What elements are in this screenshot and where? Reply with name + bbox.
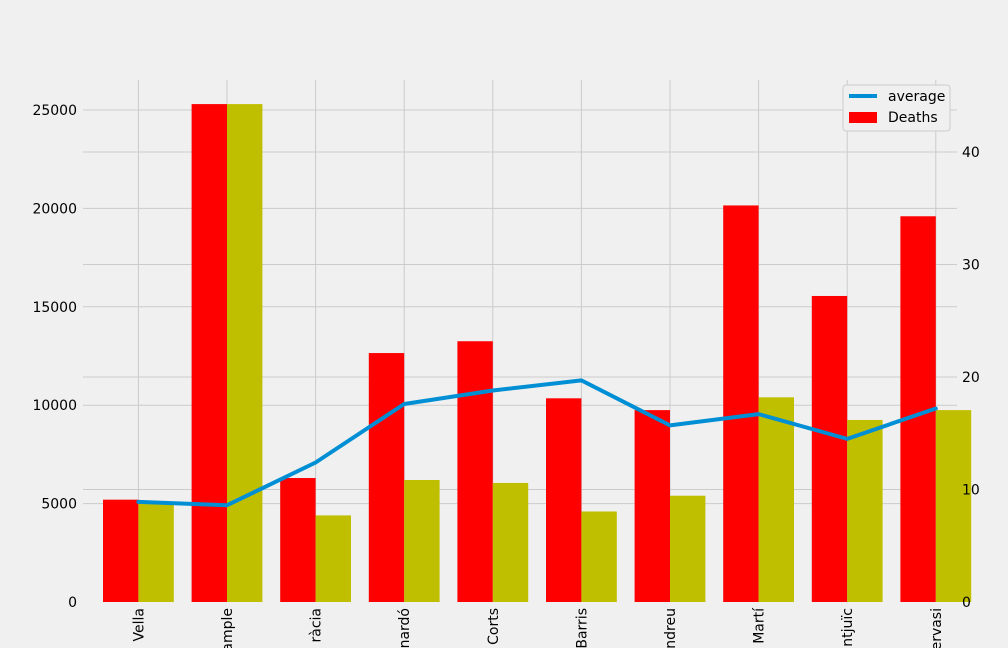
- x-tick-label: ervasi: [929, 608, 945, 648]
- secondary-bar: [138, 503, 174, 602]
- legend-deaths-label: Deaths: [888, 110, 938, 126]
- right-axis: 0 10 20 30 40: [962, 145, 980, 611]
- x-tick-label: ràcia: [309, 608, 325, 643]
- legend-average-label: average: [888, 89, 945, 105]
- deaths-bar: [103, 499, 139, 602]
- average-line: [136, 378, 938, 508]
- x-axis: Vella ample ràcia nardó Corts Barris ndreu Mart…: [131, 607, 944, 648]
- deaths-bar: [191, 104, 227, 602]
- x-tick-label: ntjuïc: [840, 608, 856, 647]
- secondary-bar: [404, 479, 440, 602]
- left-tick-label: 15000: [32, 300, 77, 316]
- deaths-bar: [368, 353, 405, 602]
- left-tick-label: 5000: [41, 497, 77, 513]
- average-line-layer: [136, 378, 938, 508]
- secondary-bar: [758, 397, 794, 602]
- legend-deaths-swatch: [849, 112, 877, 123]
- secondary-bar: [935, 410, 972, 602]
- bars: [103, 104, 972, 602]
- deaths-bar: [723, 205, 759, 602]
- secondary-bar: [227, 104, 263, 602]
- x-tick-label: nardó: [397, 608, 413, 648]
- right-tick-label: 40: [962, 145, 980, 161]
- secondary-bar: [315, 515, 351, 602]
- x-tick-label: Barris: [574, 608, 590, 648]
- legend: average Deaths: [842, 84, 951, 132]
- left-tick-label: 10000: [32, 398, 77, 414]
- x-tick-label: ample: [220, 608, 236, 648]
- left-axis: 0 5000 10000 15000 20000 25000: [32, 103, 77, 611]
- secondary-bar: [492, 482, 529, 602]
- deaths-bar: [811, 295, 848, 602]
- deaths-bar: [634, 410, 670, 602]
- left-tick-label: 25000: [32, 103, 77, 119]
- left-tick-label: 20000: [32, 201, 77, 217]
- right-tick-label: 20: [962, 370, 980, 386]
- deaths-bar: [280, 478, 316, 602]
- left-tick-label: 0: [68, 595, 77, 611]
- secondary-bar: [670, 495, 706, 602]
- right-tick-label: 10: [962, 483, 980, 499]
- right-tick-label: 0: [962, 595, 971, 611]
- deaths-bar: [546, 398, 582, 602]
- secondary-bar: [581, 511, 617, 602]
- x-tick-label: Corts: [486, 608, 502, 645]
- secondary-bar: [847, 419, 883, 602]
- deaths-bar: [457, 341, 493, 602]
- right-tick-label: 30: [962, 258, 980, 274]
- x-tick-label: ndreu: [663, 608, 679, 648]
- x-tick-label: Martí: [752, 607, 768, 644]
- x-tick-label: Vella: [131, 608, 147, 641]
